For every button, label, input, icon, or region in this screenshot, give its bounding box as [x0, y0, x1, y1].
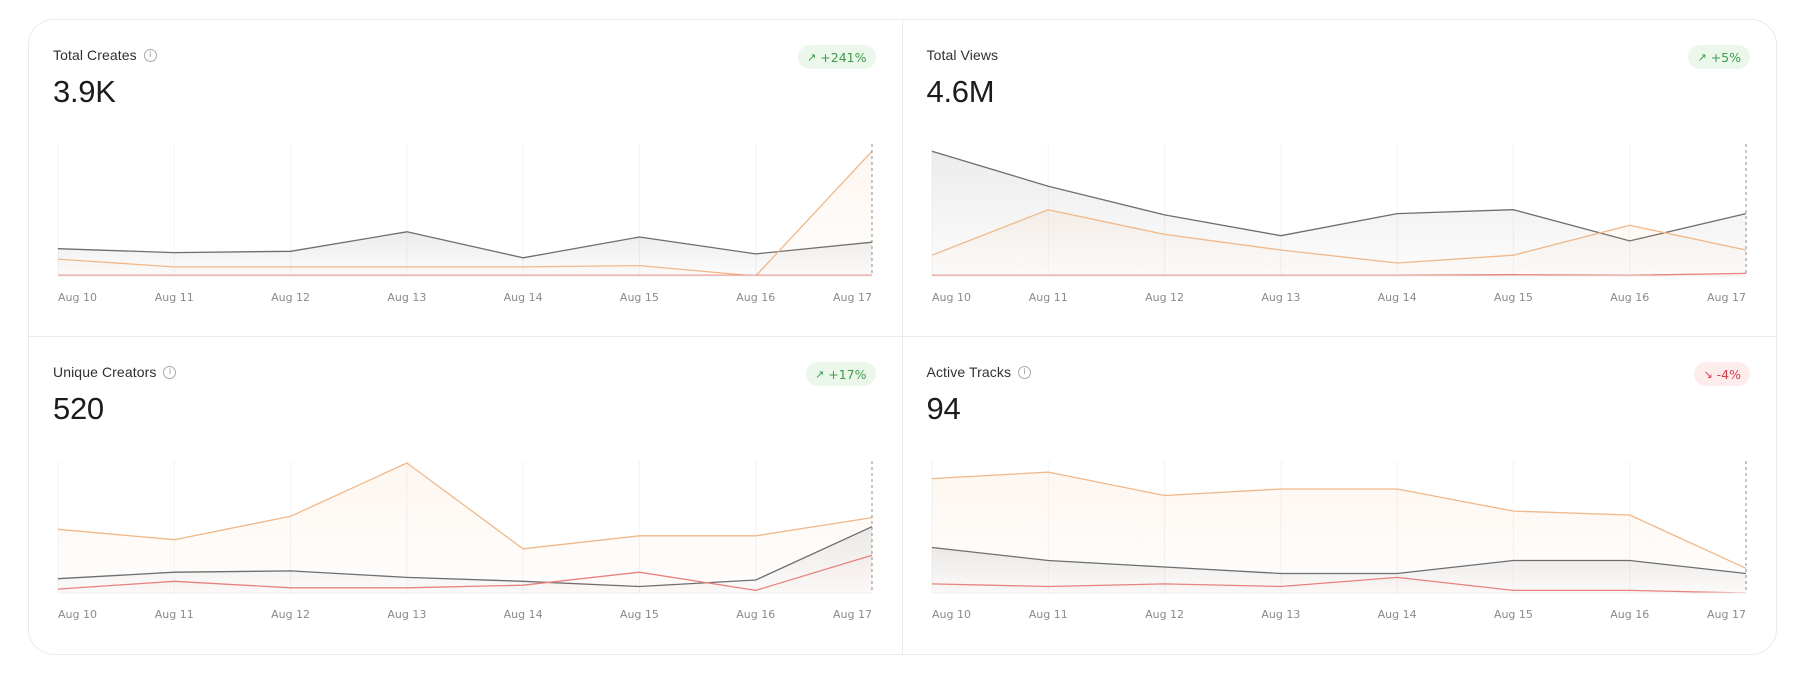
series-area-red [931, 577, 1746, 593]
x-tick-label: Aug 10 [58, 291, 97, 304]
change-badge: ↘ -4% [1694, 362, 1750, 386]
unique-creators-chart: Aug 10 Aug 11 Aug 12 Aug 13 Aug 14 Aug 15 Aug … [57, 461, 873, 621]
active-tracks-chart: Aug 10 Aug 11 Aug 12 Aug 13 Aug 14 Aug 15 Aug … [931, 461, 1746, 621]
x-tick-label: Aug 16 [736, 291, 775, 304]
x-tick-label: Aug 16 [1610, 291, 1649, 304]
card-total-views: Total Views 4.6M ↗ +5% Aug 10 Aug 11 Aug 1… [902, 20, 1776, 337]
x-tick-label: Aug 14 [504, 291, 543, 304]
series-line-red [57, 554, 873, 592]
x-tick-label: Aug 11 [1028, 291, 1067, 304]
x-tick-label: Aug 11 [155, 291, 194, 304]
change-badge-text: +241% [820, 49, 867, 65]
arrow-up-right-icon: ↗ [807, 50, 817, 64]
total-creates-chart: Aug 10 Aug 11 Aug 12 Aug 13 Aug 14 Aug 15 Aug … [57, 144, 873, 304]
x-tick-label: Aug 12 [1145, 608, 1184, 621]
arrow-up-right-icon: ↗ [815, 367, 825, 381]
x-tick-label: Aug 12 [271, 608, 310, 621]
x-tick-label: Aug 17 [1707, 291, 1746, 304]
arrow-down-right-icon: ↘ [1703, 367, 1713, 381]
series-area-dark [58, 231, 872, 276]
x-tick-label: Aug 17 [833, 608, 872, 621]
info-icon[interactable] [163, 365, 177, 379]
card-title-row: Total Creates [53, 47, 157, 63]
series-line-dark [931, 546, 1746, 575]
card-title: Total Creates [53, 47, 137, 63]
x-tick-label: Aug 11 [1028, 608, 1067, 621]
change-badge-text: +5% [1710, 49, 1741, 65]
total-views-chart: Aug 10 Aug 11 Aug 12 Aug 13 Aug 14 Aug 15 Aug … [931, 144, 1746, 304]
change-badge: ↗ +17% [806, 362, 876, 386]
x-tick-label: Aug 17 [1707, 608, 1746, 621]
card-title: Active Tracks [926, 364, 1012, 380]
series-line-dark [57, 526, 873, 588]
card-title: Total Views [926, 47, 999, 63]
metric-value: 3.9K [53, 74, 116, 109]
x-tick-label: Aug 15 [620, 291, 659, 304]
x-tick-label: Aug 13 [1261, 608, 1300, 621]
series-line-red [931, 272, 1746, 276]
series-line-orange [931, 209, 1746, 264]
info-icon[interactable] [1018, 365, 1032, 379]
series-area-orange [58, 463, 872, 593]
series-line-red [931, 576, 1746, 594]
series-area-orange [58, 151, 872, 276]
x-tick-label: Aug 17 [833, 291, 872, 304]
series-line-orange [57, 462, 873, 550]
x-tick-label: Aug 15 [620, 608, 659, 621]
x-tick-label: Aug 10 [58, 608, 97, 621]
x-tick-label: Aug 12 [271, 291, 310, 304]
series-line-orange [57, 150, 873, 277]
metric-value: 4.6M [926, 74, 995, 109]
card-title-row: Unique Creators [53, 364, 177, 380]
change-badge-text: -4% [1716, 366, 1741, 382]
change-badge: ↗ +241% [798, 45, 876, 69]
x-tick-label: Aug 11 [155, 608, 194, 621]
x-tick-label: Aug 13 [387, 291, 426, 304]
x-tick-label: Aug 16 [1610, 608, 1649, 621]
series-area-red [58, 555, 872, 593]
change-badge-text: +17% [828, 366, 867, 382]
card-title-row: Active Tracks [927, 364, 1032, 380]
series-area-orange [931, 209, 1746, 276]
x-tick-label: Aug 14 [1377, 291, 1416, 304]
info-icon[interactable] [143, 48, 157, 62]
x-tick-label: Aug 16 [736, 608, 775, 621]
arrow-up-right-icon: ↗ [1697, 50, 1707, 64]
card-title: Unique Creators [53, 364, 157, 380]
x-tick-label: Aug 10 [932, 291, 971, 304]
x-tick-label: Aug 13 [387, 608, 426, 621]
series-area-dark [931, 547, 1746, 593]
x-tick-label: Aug 12 [1145, 291, 1184, 304]
metric-value: 94 [926, 391, 961, 426]
x-tick-label: Aug 14 [504, 608, 543, 621]
x-tick-label: Aug 13 [1261, 291, 1300, 304]
x-tick-label: Aug 15 [1493, 608, 1532, 621]
change-badge: ↗ +5% [1688, 45, 1750, 69]
metric-value: 520 [53, 391, 104, 426]
series-line-dark [57, 231, 873, 259]
x-tick-label: Aug 14 [1377, 608, 1416, 621]
series-area-dark [58, 526, 872, 593]
card-title-row: Total Views [927, 47, 999, 63]
series-line-orange [931, 471, 1746, 569]
x-tick-label: Aug 10 [932, 608, 971, 621]
x-tick-label: Aug 15 [1493, 291, 1532, 304]
